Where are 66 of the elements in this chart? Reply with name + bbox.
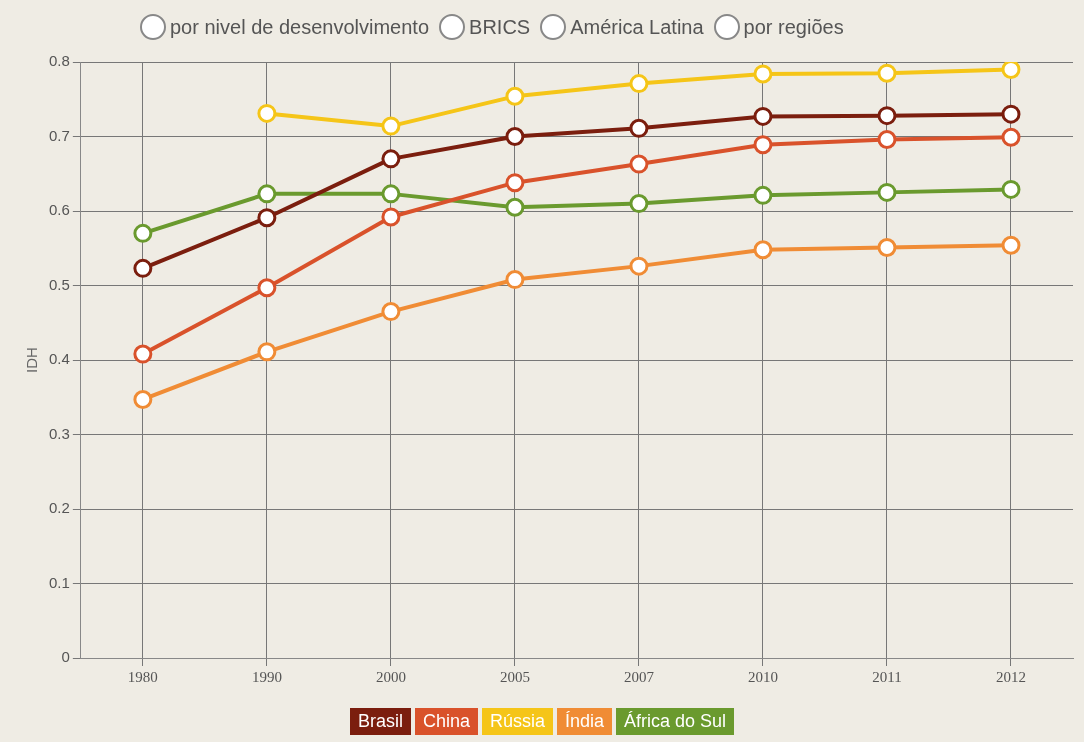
x-tick-label: 1980 xyxy=(127,668,158,685)
y-tick-label: 0.5 xyxy=(48,275,70,293)
text: África do Sul xyxy=(616,708,735,735)
x-tick-label: 2007 xyxy=(623,668,655,685)
point xyxy=(629,194,649,214)
point xyxy=(877,238,897,258)
x-tick-label: 2012 xyxy=(995,668,1026,685)
x-tick-label: 1990 xyxy=(251,668,282,685)
text: América Latina xyxy=(570,15,704,39)
point xyxy=(1001,179,1021,199)
point xyxy=(133,344,153,364)
point xyxy=(1001,235,1021,255)
point xyxy=(133,258,153,278)
point xyxy=(629,74,649,94)
y-tick-label: 0.8 xyxy=(48,52,70,70)
point xyxy=(1001,104,1021,124)
y-tick-label: 0 xyxy=(61,648,70,666)
point xyxy=(753,106,773,126)
point xyxy=(505,86,525,106)
point xyxy=(505,197,525,217)
x-tick-label: 2010 xyxy=(747,668,778,685)
point xyxy=(877,63,897,83)
point xyxy=(505,270,525,290)
text: BRICS xyxy=(469,15,531,39)
point xyxy=(505,127,525,146)
x-tick-label: 2011 xyxy=(872,668,902,685)
y-axis-title: IDH xyxy=(23,347,41,373)
y-tick-label: 0.2 xyxy=(48,499,70,517)
point xyxy=(257,342,277,362)
text: Brasil xyxy=(349,708,411,735)
x-tick-label: 2005 xyxy=(499,668,530,685)
point xyxy=(629,256,649,276)
point xyxy=(505,173,525,193)
point xyxy=(381,207,401,227)
y-tick-label: 0.1 xyxy=(48,573,70,591)
text: por nivel de desenvolvimento xyxy=(170,15,430,39)
point xyxy=(381,149,401,169)
y-tick-label: 0.4 xyxy=(48,350,70,368)
text: por regiões xyxy=(743,15,844,39)
point xyxy=(381,302,401,322)
point xyxy=(629,118,649,138)
point xyxy=(257,208,277,228)
point xyxy=(133,223,153,243)
point xyxy=(1001,127,1021,147)
point xyxy=(753,64,773,84)
point xyxy=(257,184,277,204)
point xyxy=(753,240,773,260)
point xyxy=(257,103,277,123)
point xyxy=(381,184,401,204)
point xyxy=(629,154,649,174)
point xyxy=(753,185,773,205)
point xyxy=(877,129,897,149)
point xyxy=(753,135,773,155)
y-tick-label: 0.6 xyxy=(48,201,70,219)
y-tick-label: 0.3 xyxy=(48,424,70,442)
point xyxy=(381,116,401,136)
text: China xyxy=(414,708,478,735)
text: Rússia xyxy=(481,708,553,735)
point xyxy=(257,278,277,298)
point xyxy=(133,389,153,409)
point xyxy=(877,106,897,126)
y-tick-label: 0.7 xyxy=(48,126,70,144)
text: Índia xyxy=(556,708,613,735)
x-tick-label: 2000 xyxy=(375,668,406,685)
point xyxy=(877,182,897,202)
point xyxy=(1001,62,1021,79)
